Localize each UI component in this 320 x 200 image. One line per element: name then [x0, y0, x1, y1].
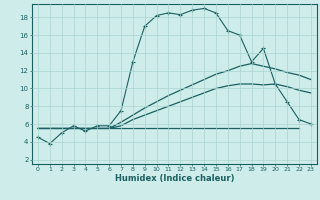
X-axis label: Humidex (Indice chaleur): Humidex (Indice chaleur)	[115, 174, 234, 183]
